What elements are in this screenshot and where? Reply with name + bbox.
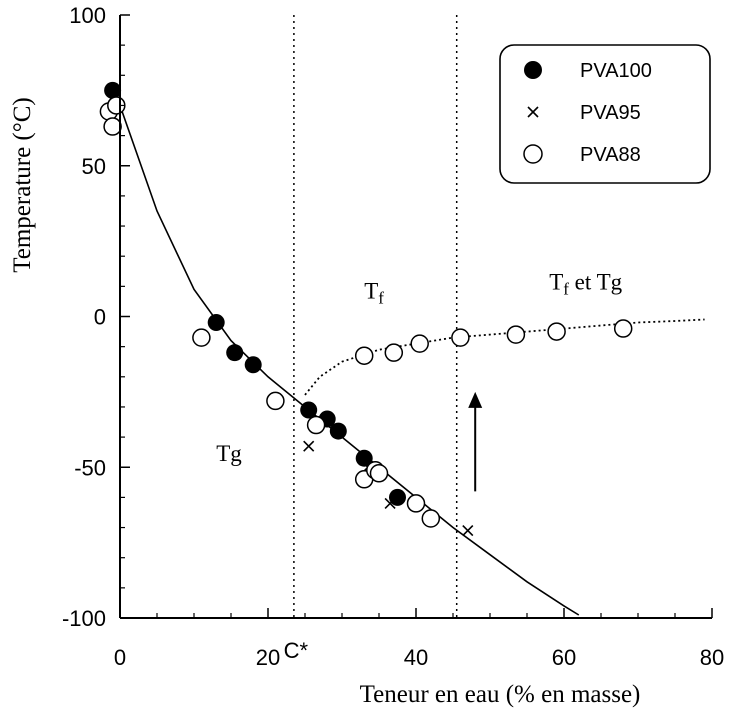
x-tick-label: 80: [700, 645, 724, 670]
annotation-2: Tg: [216, 441, 242, 466]
data-point-pva88: [369, 464, 389, 483]
legend-box: [499, 44, 711, 184]
data-point-pva100: [389, 488, 406, 506]
y-tick-label: 50: [82, 154, 106, 179]
x-axis-title: Teneur en eau (% en masse): [360, 681, 641, 708]
data-point-pva100: [104, 81, 122, 99]
annotation-1: Tf et Tg: [549, 269, 622, 298]
data-point-pva88: [192, 328, 211, 347]
data-point-pva88: [506, 325, 526, 344]
data-point-pva88: [451, 328, 470, 347]
x-tick-label: 40: [404, 645, 428, 670]
y-tick-label: -100: [62, 606, 106, 631]
data-point-pva88: [421, 509, 441, 528]
y-tick-label: 100: [69, 3, 106, 28]
data-point-pva100: [207, 314, 225, 332]
x-tick-label: 20: [256, 645, 280, 670]
y-tick-label: 0: [94, 305, 106, 330]
annotation-0: Tf: [364, 278, 384, 307]
data-point-pva88: [406, 494, 426, 513]
x-tick-label: 0: [114, 645, 126, 670]
data-point-pva100: [329, 422, 347, 440]
data-point-pva88: [547, 322, 566, 341]
legend-open-circle-icon: [523, 144, 543, 164]
data-point-pva95: [462, 524, 474, 537]
data-point-pva88: [410, 334, 429, 353]
legend-label-pva95: PVA95: [580, 102, 641, 124]
data-point-pva88: [266, 391, 285, 411]
legend-filled-circle-icon: [524, 61, 542, 79]
data-point-pva100: [226, 344, 244, 362]
data-point-pva100: [355, 449, 373, 467]
c-star-label: C*: [284, 638, 309, 663]
data-point-pva88: [384, 343, 404, 362]
data-point-pva95: [303, 440, 315, 452]
data-point-pva88: [306, 415, 326, 435]
tf-curve: [304, 318, 705, 396]
data-point-pva95: [384, 497, 396, 509]
y-tick-label: -50: [74, 455, 106, 480]
legend-label-pva100: PVA100: [580, 60, 652, 82]
x-tick-label: 60: [552, 645, 576, 670]
data-point-pva100: [300, 401, 318, 419]
data-point-pva100: [244, 356, 262, 374]
legend-label-pva88: PVA88: [580, 144, 641, 166]
data-point-pva88: [354, 346, 374, 365]
data-point-pva88: [613, 319, 633, 338]
arrow-up-icon: [468, 391, 483, 408]
data-point-pva88: [103, 117, 122, 136]
legend-cross-icon: [527, 106, 539, 118]
y-axis-title: Temperature (°C): [9, 97, 36, 273]
